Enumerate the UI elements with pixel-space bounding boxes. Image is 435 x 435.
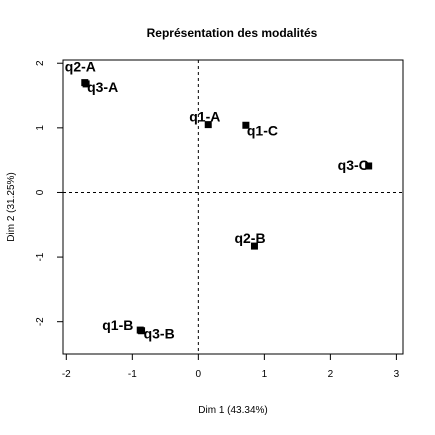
x-tick-label: -1	[128, 369, 137, 380]
point-label: q1-A	[189, 109, 220, 125]
y-tick-label: 1	[35, 125, 46, 131]
point-marker	[242, 121, 250, 129]
point-marker	[82, 80, 90, 88]
point-label: q1-B	[102, 317, 133, 333]
point-label: q1-C	[247, 122, 278, 138]
reference-lines	[63, 60, 403, 354]
x-tick-label: 0	[196, 369, 202, 380]
y-axis-label: Dim 2 (31.25%)	[6, 172, 17, 241]
point-label: q3-A	[87, 79, 118, 95]
y-tick-label: 2	[35, 60, 46, 66]
x-tick-label: 2	[328, 369, 334, 380]
point-marker	[138, 327, 146, 335]
x-axis: -2 -1 0 1 2 3	[62, 354, 400, 380]
data-points: q2-A q3-A q1-A q1-C q3-C q2-B q1-B q3-B	[65, 59, 373, 342]
point-marker	[365, 162, 373, 170]
y-tick-label: 0	[35, 189, 46, 195]
point-label: q3-B	[144, 326, 175, 342]
x-tick-label: -2	[62, 369, 71, 380]
x-axis-label: Dim 1 (43.34%)	[198, 405, 267, 416]
y-tick-label: -1	[35, 252, 46, 261]
point-marker	[204, 121, 212, 129]
chart-title: Représentation des modalités	[147, 26, 318, 40]
point-label: q3-C	[338, 157, 369, 173]
y-tick-label: -2	[35, 317, 46, 326]
point-label: q2-A	[65, 59, 96, 75]
x-tick-label: 1	[262, 369, 268, 380]
y-axis: -2 -1 0 1 2	[35, 60, 63, 326]
plot-frame	[62, 59, 404, 355]
x-tick-label: 3	[394, 369, 400, 380]
point-label: q2-B	[234, 230, 265, 246]
point-marker	[250, 242, 258, 250]
